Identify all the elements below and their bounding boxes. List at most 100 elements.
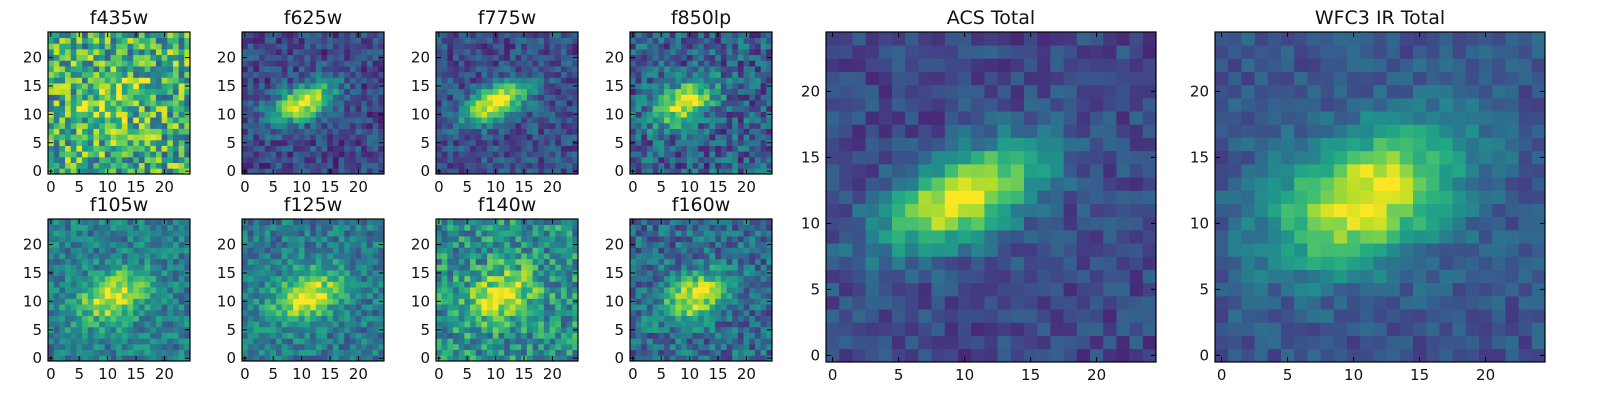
heatmap-cell	[172, 105, 179, 112]
heatmap-cell	[93, 88, 100, 95]
heatmap-cell	[53, 241, 60, 248]
heatmap-cell	[259, 349, 266, 356]
heatmap-cell	[572, 60, 579, 67]
heatmap-cell	[167, 304, 174, 311]
heatmap-cell	[344, 315, 351, 322]
heatmap-cell	[178, 292, 185, 299]
heatmap-cell	[549, 230, 556, 237]
heatmap-cell	[298, 241, 305, 248]
heatmap-cell	[447, 168, 454, 175]
heatmap-cell	[355, 253, 362, 260]
heatmap-cell	[276, 162, 283, 169]
heatmap-cell	[242, 100, 249, 107]
heatmap-cell	[287, 258, 294, 265]
heatmap-cell	[65, 162, 72, 169]
heatmap-cell	[247, 151, 254, 158]
heatmap-cell	[310, 241, 317, 248]
heatmap-cell	[709, 281, 716, 288]
heatmap-cell	[498, 162, 505, 169]
heatmap-cell	[737, 94, 744, 101]
heatmap-cell	[504, 145, 511, 152]
heatmap-cell	[65, 349, 72, 356]
heatmap-cell	[321, 321, 328, 328]
heatmap-cell	[498, 83, 505, 90]
heatmap-cell	[669, 122, 676, 129]
heatmap-cell	[315, 281, 322, 288]
heatmap-cell	[53, 111, 60, 118]
heatmap-cell	[70, 37, 77, 44]
heatmap-cell	[732, 43, 739, 50]
heatmap-cell	[310, 326, 317, 333]
heatmap-cell	[681, 122, 688, 129]
heatmap-cell	[441, 343, 448, 350]
heatmap-cell	[138, 151, 145, 158]
heatmap-cell	[572, 49, 579, 56]
heatmap-cell	[378, 338, 385, 345]
heatmap-cell	[737, 37, 744, 44]
heatmap-cell	[458, 83, 465, 90]
heatmap-cell	[572, 100, 579, 107]
heatmap-cell	[560, 32, 567, 39]
heatmap-cell	[178, 343, 185, 350]
heatmap-cell	[332, 332, 339, 339]
heatmap-cell	[184, 321, 191, 328]
y-tick-label: 15	[411, 77, 430, 95]
heatmap-cell	[87, 43, 94, 50]
heatmap-cell	[441, 168, 448, 175]
heatmap-cell	[65, 117, 72, 124]
heatmap-cell	[470, 77, 477, 84]
heatmap-cell	[515, 224, 522, 231]
heatmap-cell	[515, 37, 522, 44]
heatmap-cell	[458, 298, 465, 305]
heatmap-cell	[150, 117, 157, 124]
heatmap-cell	[315, 151, 322, 158]
heatmap-cell	[184, 37, 191, 44]
heatmap-cell	[669, 49, 676, 56]
heatmap-cell	[692, 83, 699, 90]
heatmap-cell	[492, 156, 499, 163]
heatmap-cell	[686, 309, 693, 316]
heatmap-cell	[138, 343, 145, 350]
heatmap-cell	[104, 332, 111, 339]
heatmap-cell	[669, 338, 676, 345]
heatmap-cell	[372, 298, 379, 305]
heatmap-cell	[161, 247, 168, 254]
heatmap-cell	[253, 77, 260, 84]
y-tick-label: 0	[614, 162, 624, 180]
heatmap-cell	[127, 281, 134, 288]
heatmap-cell	[703, 275, 710, 282]
heatmap-cell	[675, 37, 682, 44]
heatmap-cell	[65, 156, 72, 163]
heatmap-cell	[492, 309, 499, 316]
heatmap-cell	[144, 326, 151, 333]
heatmap-cell	[378, 309, 385, 316]
heatmap-cell	[372, 83, 379, 90]
heatmap-cell	[144, 253, 151, 260]
heatmap-cell	[732, 128, 739, 135]
heatmap-cell	[116, 349, 123, 356]
heatmap-cell	[242, 156, 249, 163]
heatmap-cell	[532, 94, 539, 101]
heatmap-cell	[293, 309, 300, 316]
heatmap-cell	[475, 151, 482, 158]
heatmap-cell	[532, 122, 539, 129]
heatmap-cell	[521, 298, 528, 305]
heatmap-cell	[87, 287, 94, 294]
heatmap-cell	[532, 236, 539, 243]
heatmap-cell	[281, 224, 288, 231]
heatmap-cell	[338, 134, 345, 141]
heatmap-cell	[692, 139, 699, 146]
heatmap-cell	[121, 139, 128, 146]
heatmap-cell	[475, 122, 482, 129]
heatmap-cell	[515, 49, 522, 56]
heatmap-cell	[172, 100, 179, 107]
heatmap-cell	[509, 292, 516, 299]
heatmap-cell	[150, 128, 157, 135]
heatmap-cell	[366, 343, 373, 350]
heatmap-cell	[709, 88, 716, 95]
heatmap-cell	[743, 326, 750, 333]
heatmap-cell	[754, 54, 761, 61]
heatmap-cell	[464, 43, 471, 50]
heatmap-cell	[121, 32, 128, 39]
